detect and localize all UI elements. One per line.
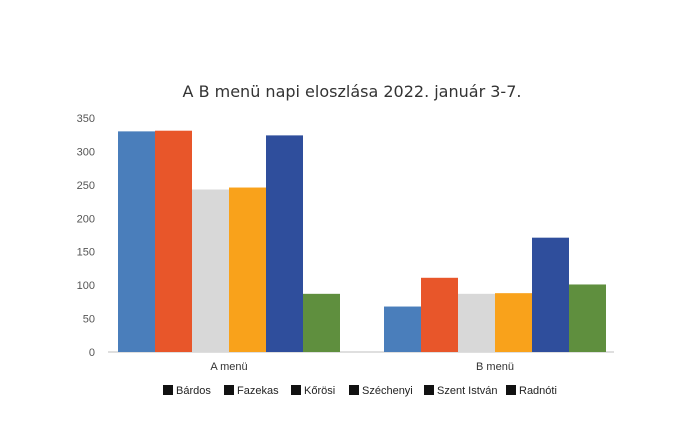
x-category-label: B menü	[476, 361, 514, 373]
legend: Bárdos Fazekas Kőrösi Széchenyi Szent István…	[163, 385, 557, 397]
bar	[266, 135, 303, 352]
y-tick-label: 150	[77, 247, 95, 259]
y-tick-label: 300	[77, 146, 95, 158]
y-tick-label: 0	[89, 347, 95, 359]
x-axis: A menü B menü	[108, 351, 614, 373]
x-category-label: A menü	[210, 361, 247, 373]
legend-label: Fazekas	[237, 385, 279, 397]
bar	[118, 131, 155, 352]
legend-label: Kőrösi	[304, 385, 335, 397]
bar	[458, 293, 495, 352]
y-axis: 0 50 100 150 200 250 300 350	[77, 113, 95, 359]
legend-swatch	[424, 385, 434, 395]
y-tick-label: 100	[77, 280, 95, 292]
bar	[155, 130, 192, 352]
bar	[532, 237, 569, 352]
legend-swatch	[163, 385, 173, 395]
chart-title: A B menü napi eloszlása 2022. január 3-7…	[183, 82, 522, 101]
legend-swatch	[224, 385, 234, 395]
bar	[229, 187, 266, 352]
bar	[384, 306, 421, 352]
y-tick-label: 250	[77, 180, 95, 192]
legend-label: Széchenyi	[362, 385, 413, 397]
legend-swatch	[349, 385, 359, 395]
legend-label: Bárdos	[176, 385, 211, 397]
legend-label: Radnóti	[519, 385, 557, 397]
legend-swatch	[291, 385, 301, 395]
bar	[569, 284, 606, 352]
bar	[303, 293, 340, 352]
y-tick-label: 200	[77, 213, 95, 225]
bars-group	[118, 130, 606, 352]
bar	[421, 277, 458, 352]
legend-label: Szent István	[437, 385, 498, 397]
bar	[192, 189, 229, 352]
bar	[495, 293, 532, 352]
y-tick-label: 350	[77, 113, 95, 125]
y-tick-label: 50	[83, 314, 95, 326]
legend-swatch	[506, 385, 516, 395]
